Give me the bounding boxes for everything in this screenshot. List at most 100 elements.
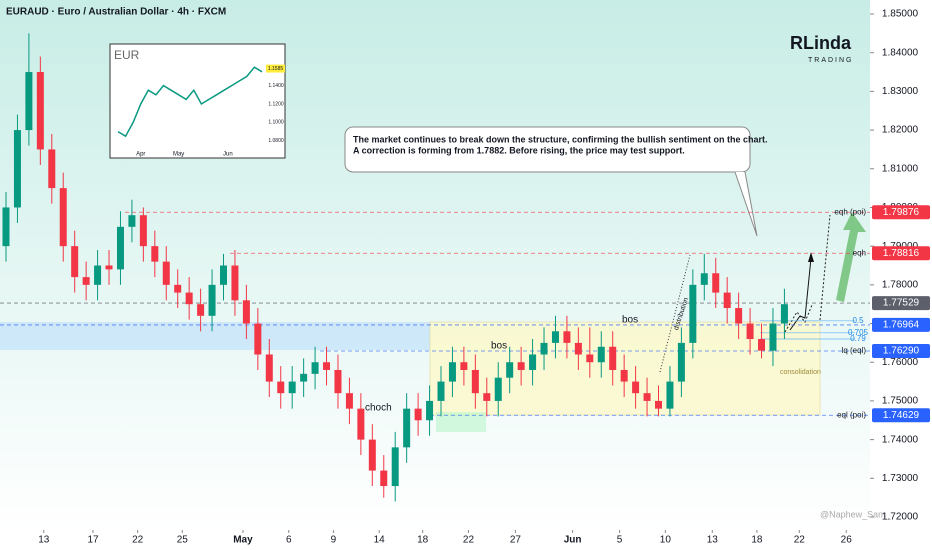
candle-body [620,369,628,382]
x-tick-label: 22 [463,535,475,546]
candle-body [597,346,605,363]
candle-body [185,292,193,305]
chart-title: EURAUD · Euro / Australian Dollar · 4h ·… [6,7,226,18]
candle-body [677,342,685,382]
inset-x-label: Apr [136,152,145,158]
candle-body [380,470,388,487]
candle-body [780,304,788,324]
candle-body [758,339,766,351]
candle-body [116,226,124,270]
candle-body [345,393,353,409]
inset-x-label: Jun [223,152,233,158]
inset-line [117,66,263,138]
candle-body [448,362,456,382]
candle-body [700,273,708,285]
candle-body [586,354,594,363]
x-tick-label: 5 [617,535,623,546]
x-tick-label: Jun [564,535,582,546]
x-tick-label: May [233,535,253,546]
inset-frame [109,43,286,159]
inset-y-label: 1.1000 [268,120,284,126]
level-tag [872,317,930,332]
candle-body [483,393,491,401]
candle-body [414,408,422,421]
x-tick-label: 9 [331,535,337,546]
candle-body [151,246,159,262]
level-value: 1.78816 [883,248,920,259]
candle-body [723,292,731,309]
candle-body [277,381,285,394]
candle-body [689,284,697,343]
level-name: eqh [853,248,866,257]
inset-y-label: 1.0800 [268,138,284,144]
fib-label: 0.79 [850,334,866,343]
projection-path [784,214,831,333]
level-name: eqh (poi) [834,207,866,216]
candle-body [403,408,411,448]
candle-body [220,265,227,285]
y-tick-label: 1.78000 [882,279,919,290]
candle-body [25,72,33,131]
candle-body [231,265,239,301]
level-value: 1.77529 [883,298,920,309]
candle-body [666,381,674,409]
candle-body [574,342,582,355]
candle-body [735,308,743,324]
candle-body [2,207,10,247]
y-tick-label: 1.82000 [882,125,919,136]
level-value: 1.76290 [883,346,920,357]
candle-body [311,362,319,374]
level-tag [872,408,930,423]
bullish-arrow [836,212,866,302]
inset-y-label: 1.1400 [268,83,284,89]
candle-body [162,261,170,285]
candle-body [82,277,90,285]
candle-body [551,331,559,343]
logo-sub: TRADING [808,57,854,64]
candle-body [655,400,662,409]
level-tag [872,296,930,311]
zone-label: consolidation [780,369,821,376]
x-tick-label: 18 [417,535,429,546]
level-name: lq (eql) [842,346,867,355]
candle-body [254,323,262,355]
candle-body [368,439,376,471]
inset-x-label: May [173,152,184,158]
y-tick-label: 1.83000 [882,86,919,97]
logo: RLinda [790,33,852,53]
candle-body [48,149,56,189]
candle-body [59,188,67,247]
inset-chart: EUR 1.1400 1.1200 1.1000 1.0800 Apr May Jun 1.1… [109,43,286,159]
level-value: 1.76964 [883,320,920,331]
inset-title: EUR [114,48,140,62]
watermark: @Naphew_Sam_ [820,509,892,519]
level-tag [872,205,930,220]
candle-body [471,369,479,394]
demand-band [0,322,430,350]
level-value: 1.79876 [883,207,920,218]
candle-body [242,300,250,324]
candle-body [494,377,502,401]
order-block [436,412,486,432]
y-tick-label: 1.74000 [882,434,919,445]
y-tick-label: 1.76000 [882,357,919,368]
y-tick-label: 1.81000 [882,163,919,174]
annotation-box [344,126,751,173]
fib-label: 0.705 [848,328,869,337]
candle-body [563,331,571,343]
candle-body [609,346,617,370]
candle-body [139,215,147,247]
inset-y-label: 1.1200 [268,101,284,107]
y-tick-label: 1.85000 [882,9,919,20]
candle-body [174,284,182,293]
candle-body [334,369,342,394]
y-tick-label: 1.84000 [882,47,919,58]
candle-body [128,215,136,227]
level-value: 1.74629 [883,410,920,421]
candle-body [288,381,296,394]
candle-body [506,362,514,378]
inset-last: 1.1585 [268,66,284,72]
candle-body [208,284,216,316]
structure-label: choch [365,403,392,414]
